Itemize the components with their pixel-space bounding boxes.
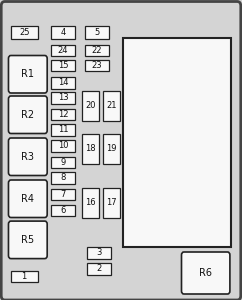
Text: 17: 17 xyxy=(106,198,117,207)
Text: 9: 9 xyxy=(60,158,66,167)
Bar xyxy=(82,188,99,218)
Bar xyxy=(51,124,75,136)
FancyBboxPatch shape xyxy=(182,252,230,294)
Bar xyxy=(85,26,109,39)
Text: R5: R5 xyxy=(21,235,34,245)
Bar xyxy=(82,91,99,121)
FancyBboxPatch shape xyxy=(8,138,47,176)
Text: 13: 13 xyxy=(58,93,68,102)
Bar xyxy=(103,188,120,218)
Text: R4: R4 xyxy=(21,194,34,204)
Bar xyxy=(82,134,99,164)
Text: 16: 16 xyxy=(85,198,96,207)
Bar xyxy=(87,247,111,259)
Bar xyxy=(51,205,75,216)
Bar xyxy=(51,109,75,120)
Bar xyxy=(51,60,75,71)
Bar xyxy=(11,26,38,39)
Text: 8: 8 xyxy=(60,173,66,182)
Bar xyxy=(51,77,75,88)
FancyBboxPatch shape xyxy=(8,96,47,134)
FancyBboxPatch shape xyxy=(8,56,47,93)
Text: 10: 10 xyxy=(58,141,68,150)
Bar xyxy=(51,189,75,200)
Bar xyxy=(51,172,75,184)
Bar xyxy=(87,263,111,275)
Text: 14: 14 xyxy=(58,78,68,87)
Text: 6: 6 xyxy=(60,206,66,215)
Text: 22: 22 xyxy=(91,46,102,55)
Bar xyxy=(51,140,75,152)
Text: 24: 24 xyxy=(58,46,68,55)
Bar xyxy=(85,60,109,71)
Bar xyxy=(103,134,120,164)
Text: R6: R6 xyxy=(199,268,212,278)
Text: 11: 11 xyxy=(58,125,68,134)
Text: R1: R1 xyxy=(21,69,34,79)
Text: 5: 5 xyxy=(94,28,99,37)
Text: 18: 18 xyxy=(85,144,96,153)
Text: 12: 12 xyxy=(58,110,68,119)
Text: R3: R3 xyxy=(21,152,34,162)
Bar xyxy=(103,91,120,121)
Bar xyxy=(11,271,38,282)
Text: 15: 15 xyxy=(58,61,68,70)
Text: 3: 3 xyxy=(97,248,102,257)
FancyBboxPatch shape xyxy=(8,180,47,218)
Text: 19: 19 xyxy=(106,144,117,153)
Text: 25: 25 xyxy=(19,28,30,37)
Text: 7: 7 xyxy=(60,190,66,199)
Bar xyxy=(51,26,75,39)
Text: R2: R2 xyxy=(21,110,34,120)
Bar xyxy=(85,45,109,56)
Bar xyxy=(51,92,75,103)
FancyBboxPatch shape xyxy=(8,221,47,259)
Text: 1: 1 xyxy=(22,272,27,281)
Text: 2: 2 xyxy=(97,264,102,273)
Bar xyxy=(123,38,231,247)
Bar xyxy=(51,45,75,56)
Text: 21: 21 xyxy=(106,101,117,110)
Text: 20: 20 xyxy=(85,101,96,110)
Bar xyxy=(51,157,75,168)
Text: 4: 4 xyxy=(60,28,66,37)
Text: 23: 23 xyxy=(91,61,102,70)
